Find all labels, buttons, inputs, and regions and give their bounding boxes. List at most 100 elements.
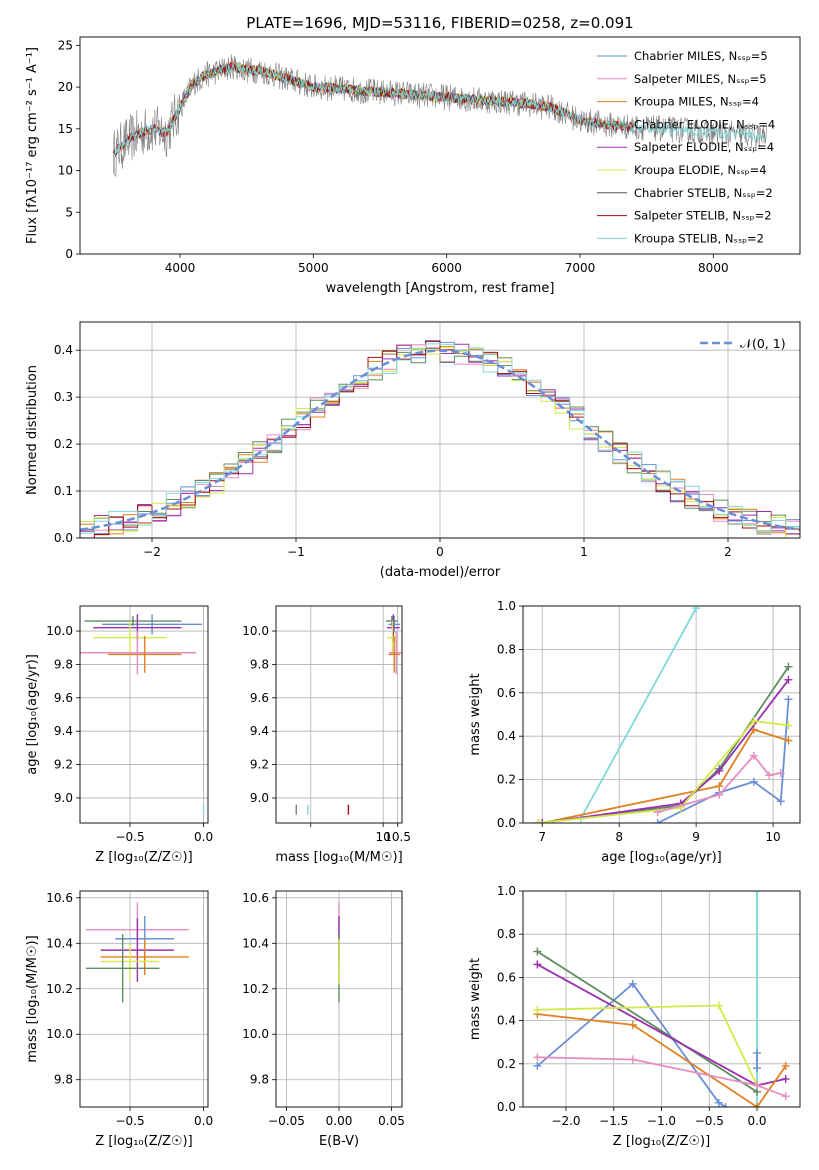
y-axis-label: mass weight [468, 673, 483, 755]
x-tick-label: 1 [580, 545, 588, 559]
weight-marker [533, 1053, 542, 1062]
x-tick-label: 7000 [565, 261, 596, 275]
weight-marker [753, 891, 762, 895]
x-tick-label: −1.5 [599, 1114, 628, 1128]
x-tick-label: 10 [376, 830, 391, 844]
weight-marker [784, 721, 793, 730]
y-tick-label: 10.4 [242, 936, 269, 950]
weight-marker [714, 1001, 723, 1010]
axes-frame [79, 321, 801, 539]
y-tick-label: 10.0 [242, 624, 269, 638]
x-tick-label: −0.05 [268, 1114, 305, 1128]
weight-marker [533, 960, 542, 969]
legend-entry: Chabrier MILES, Nₛₛₚ=5 [634, 49, 768, 63]
y-tick-label: 0.1 [54, 484, 73, 498]
x-tick-label: 5000 [298, 261, 329, 275]
gaussian-line [80, 349, 800, 532]
weight-marker [753, 1081, 762, 1090]
y-axis-label: mass [log₁₀(M/M☉)] [25, 935, 40, 1062]
y-tick-label: 9.4 [250, 724, 269, 738]
x-tick-label: 8 [615, 830, 623, 844]
y-tick-label: 9.4 [54, 724, 73, 738]
y-tick-label: 15 [58, 122, 73, 136]
y-tick-label: 9.2 [250, 758, 269, 772]
y-tick-label: 10.0 [46, 1027, 73, 1041]
weight-marker [749, 777, 758, 786]
weight-marker [653, 808, 662, 817]
x-tick-label: −0.5 [695, 1114, 724, 1128]
panel-spectrum: 4000 5000 6000 7000 8000 0 5 10 15 20 25 wavelength… [25, 36, 801, 296]
y-tick-label: 10.2 [46, 982, 73, 996]
weight-marker [753, 1064, 762, 1073]
x-axis-label: Z [log₁₀(Z/Z☉)] [613, 1134, 710, 1149]
x-tick-label: 10 [765, 830, 780, 844]
histogram-8 [80, 343, 800, 534]
x-tick-label: 0 [436, 545, 444, 559]
histogram-4 [80, 348, 800, 530]
legend-entry: Kroupa MILES, Nₛₛₚ=4 [634, 95, 759, 109]
x-tick-label: 0.0 [747, 1114, 766, 1128]
weight-marker [628, 979, 637, 988]
y-tick-label: 10.6 [46, 891, 73, 905]
model-line-9 [112, 62, 767, 158]
x-tick-label: 2 [724, 545, 732, 559]
y-tick-label: 9.0 [54, 791, 73, 805]
legend-entry: Chabrier ELODIE, Nₛₛₚ=4 [634, 117, 775, 131]
weight-line-5 [542, 679, 790, 823]
x-tick-label: 0.0 [194, 1114, 213, 1128]
error-bar-point [100, 918, 175, 982]
error-bar-point [85, 934, 160, 1003]
weight-marker [784, 695, 793, 704]
weight-marker [753, 1103, 762, 1107]
weight-line-4 [538, 666, 790, 823]
y-axis-label: Flux [fλ10⁻¹⁷ erg cm⁻² s⁻¹ A⁻¹] [25, 47, 40, 244]
x-tick-label: −1.0 [647, 1114, 676, 1128]
y-tick-label: 9.8 [54, 1073, 73, 1087]
weight-marker [753, 1049, 762, 1057]
error-bar-point [386, 614, 400, 642]
weight-line-3 [542, 728, 789, 823]
y-tick-label: 1.0 [497, 884, 516, 898]
weight-marker [776, 769, 785, 778]
error-bar-point [100, 938, 189, 976]
y-axis-label: Normed distribution [25, 365, 40, 495]
plot-area [85, 902, 189, 1003]
weight-marker [765, 771, 774, 780]
weight-marker [714, 1098, 723, 1107]
y-tick-label: 9.8 [250, 1073, 269, 1087]
y-tick-label: 0.0 [497, 1100, 516, 1114]
axes-frame [79, 605, 209, 824]
y-tick-label: 10.6 [242, 891, 269, 905]
axes-frame [79, 890, 209, 1108]
y-tick-label: 0.4 [54, 343, 73, 357]
x-tick-label: 0.0 [194, 830, 213, 844]
y-tick-label: 0.4 [497, 729, 516, 743]
weight-marker [781, 1074, 790, 1083]
panel-weight-age: 7 8 9 10 0.0 0.2 0.4 0.6 0.8 1.0 age [log₁₀(age/yr… [468, 599, 801, 865]
weight-marker [781, 1061, 790, 1070]
weight-marker [692, 606, 701, 613]
y-tick-label: 0.8 [497, 642, 516, 656]
y-tick-label: 25 [58, 38, 73, 52]
axes-frame [522, 890, 801, 1108]
x-axis-label: E(B-V) [319, 1134, 359, 1149]
weight-marker [721, 1103, 730, 1107]
y-tick-label: 0.4 [497, 1014, 516, 1028]
error-bar-point [93, 621, 167, 655]
y-axis-label: mass weight [468, 958, 483, 1040]
weight-marker [653, 819, 662, 823]
y-tick-label: 0.2 [54, 437, 73, 451]
y-tick-label: 9.8 [54, 657, 73, 671]
legend-entry: 𝒩(0, 1) [740, 336, 786, 351]
x-tick-label: 0.05 [378, 1114, 405, 1128]
weight-marker [715, 766, 724, 775]
y-tick-label: 9.6 [250, 691, 269, 705]
axes-frame [79, 36, 801, 255]
y-tick-label: 20 [58, 80, 73, 94]
error-bar-point [388, 616, 400, 633]
error-bar-point [388, 636, 400, 673]
weight-marker [715, 790, 724, 799]
y-tick-label: 9.8 [250, 657, 269, 671]
x-tick-label: −2 [143, 545, 161, 559]
